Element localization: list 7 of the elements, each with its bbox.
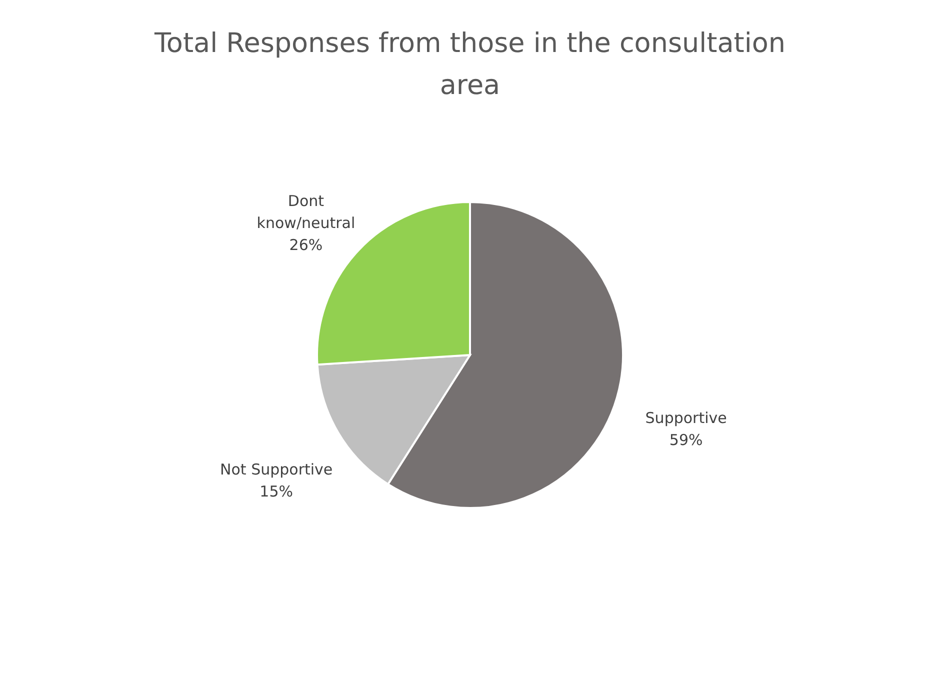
data-label: 59% <box>669 430 703 449</box>
slice-label: Not Supportive <box>220 460 333 479</box>
data-label: 15% <box>260 482 294 501</box>
slice-label: Dont know/neutral <box>256 192 356 232</box>
data-label: 26% <box>289 236 323 254</box>
chart-title: Total Responses from those in the consultation area <box>154 28 786 101</box>
slice-label: Supportive <box>645 408 727 427</box>
